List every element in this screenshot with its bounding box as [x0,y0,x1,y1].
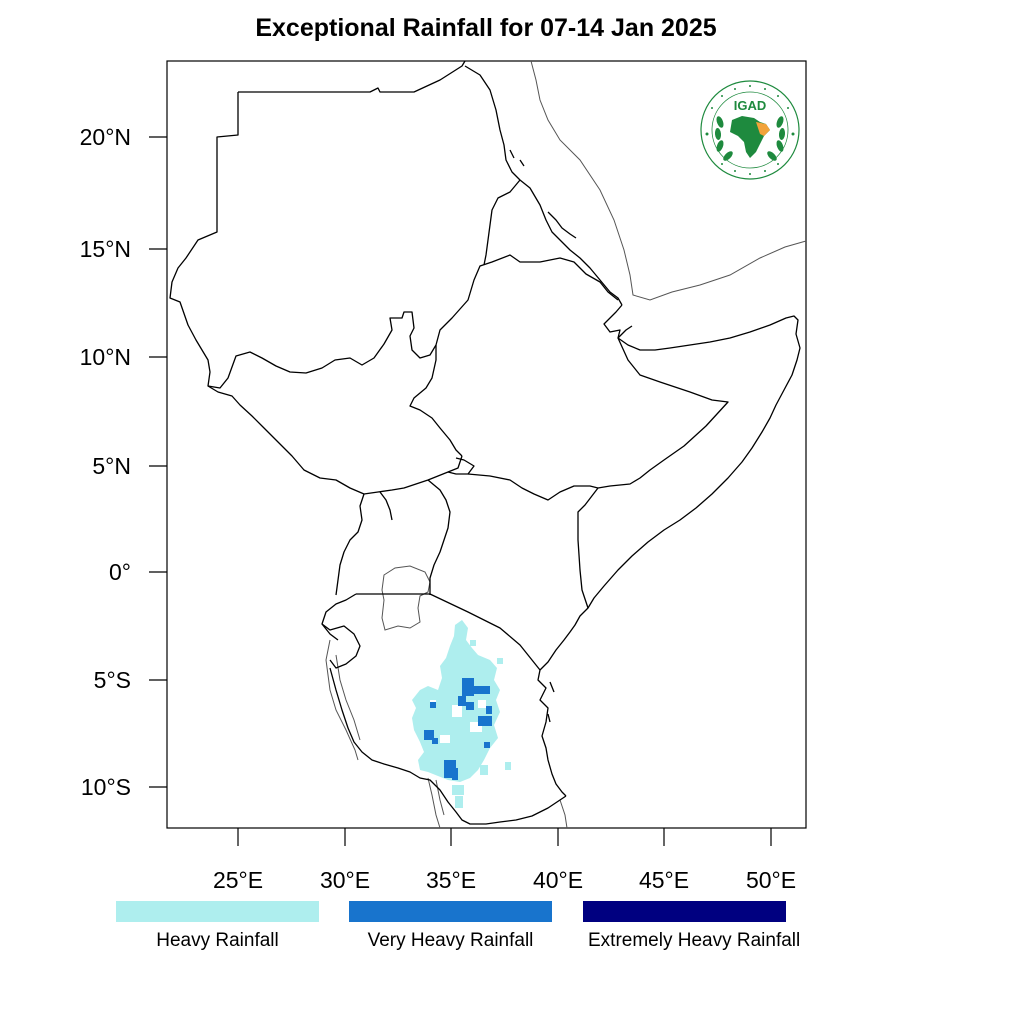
lon-tick-labels: 25°E 30°E 35°E 40°E 45°E 50°E [213,867,796,893]
rainfall-overlay [412,620,511,808]
map-frame [166,60,807,829]
legend-swatch-extremely-heavy [583,901,786,922]
legend-label-heavy: Heavy Rainfall [156,930,279,951]
coastlines [325,60,807,829]
lat-tick-label: 10°N [80,344,131,370]
lon-tick-label: 45°E [639,867,689,893]
lat-tick-labels: 20°N 15°N 10°N 5°N 0° 5°S 10°S [80,124,131,800]
map-title: Exceptional Rainfall for 07-14 Jan 2025 [255,14,717,42]
lon-tick-label: 35°E [426,867,476,893]
lon-tick-label: 40°E [533,867,583,893]
lon-tick-label: 50°E [746,867,796,893]
lat-tick-label: 15°N [80,236,131,262]
lat-tick-label: 10°S [81,774,131,800]
lat-tick-label: 0° [109,559,131,585]
logo-text: IGAD [734,98,767,113]
legend-swatch-very-heavy [349,901,552,922]
legend-label-extremely-heavy: Extremely Heavy Rainfall [588,930,801,951]
lon-tick-label: 25°E [213,867,263,893]
igad-logo: IGAD [700,80,800,180]
country-borders [169,60,801,825]
axis-ticks [149,136,772,846]
lat-tick-label: 5°S [94,667,131,693]
heavy-rainfall-area [412,620,500,782]
lat-tick-label: 5°N [92,453,131,479]
legend-label-very-heavy: Very Heavy Rainfall [367,930,534,951]
legend-swatch-heavy [116,901,319,922]
lon-tick-label: 30°E [320,867,370,893]
lat-tick-label: 20°N [80,124,131,150]
